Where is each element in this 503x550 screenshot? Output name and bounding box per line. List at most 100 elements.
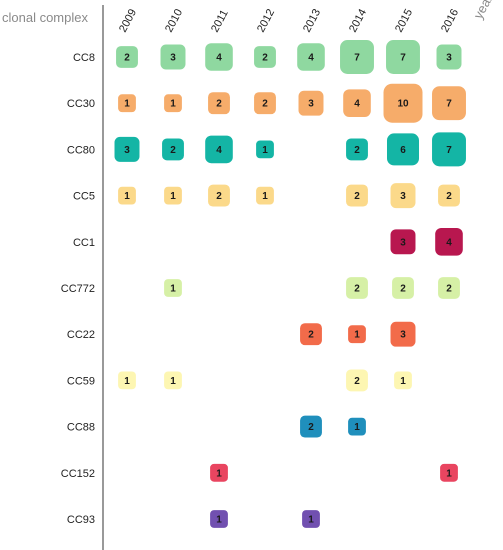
cell-value: 2: [354, 191, 360, 202]
cell-cc93-2013: 1: [302, 510, 320, 528]
cell-cc80-2009: 3: [114, 136, 140, 162]
cell-value: 2: [216, 191, 222, 202]
row-label-cc30: CC30: [67, 98, 95, 110]
cell-square: [348, 325, 366, 344]
cell-cc5-2016: 2: [438, 184, 460, 207]
cell-cc8-2014: 7: [340, 40, 374, 74]
cell-cc5-2012: 1: [256, 186, 274, 205]
cell-square: [162, 138, 184, 161]
column-label-2016: 2016: [439, 7, 461, 34]
row-label-cc1: CC1: [73, 237, 95, 249]
cell-value: 3: [400, 330, 406, 341]
cell-value: 7: [446, 145, 452, 156]
cell-square: [438, 184, 460, 207]
cell-cc5-2015: 3: [390, 183, 416, 209]
cell-square: [298, 90, 324, 116]
cell-square: [343, 89, 371, 117]
cell-square: [164, 279, 182, 297]
cell-square: [208, 92, 230, 115]
cell-value: 3: [400, 191, 406, 202]
cell-square: [346, 277, 368, 299]
cell-cc772-2015: 2: [392, 277, 414, 299]
cell-square: [297, 43, 325, 71]
column-label-2011: 2011: [209, 8, 231, 35]
column-label-2015: 2015: [393, 7, 415, 34]
cell-cc8-2013: 4: [297, 43, 325, 71]
cell-value: 2: [354, 145, 360, 156]
cell-square: [346, 184, 368, 207]
cell-value: 2: [354, 284, 360, 295]
cell-value: 4: [308, 53, 314, 64]
cell-square: [208, 184, 230, 207]
cell-cc80-2016: 7: [432, 132, 466, 167]
row-label-cc772: CC772: [61, 283, 95, 295]
cell-value: 2: [216, 99, 222, 110]
cell-value: 3: [124, 145, 130, 156]
cell-value: 1: [170, 99, 176, 110]
cell-value: 2: [308, 422, 314, 433]
cell-square: [116, 46, 138, 68]
row-label-cc8: CC8: [73, 52, 95, 64]
cell-value: 1: [216, 468, 222, 479]
row-label-cc59: CC59: [67, 375, 95, 387]
cell-cc59-2009: 1: [118, 371, 136, 390]
row-axis-title: clonal complex: [2, 10, 88, 25]
cell-value: 1: [354, 330, 360, 341]
cell-value: 7: [400, 53, 406, 64]
cell-value: 4: [446, 237, 452, 248]
cell-cc8-2012: 2: [254, 46, 276, 68]
cell-square: [386, 40, 420, 74]
cell-value: 1: [446, 468, 452, 479]
cell-value: 1: [170, 191, 176, 202]
cell-value: 1: [262, 145, 268, 156]
cell-cc80-2011: 4: [205, 135, 233, 164]
cell-cc152-2016: 1: [440, 463, 458, 482]
cell-cc772-2010: 1: [164, 279, 182, 297]
cell-square: [300, 323, 322, 346]
cell-cc8-2015: 7: [386, 40, 420, 74]
cell-value: 7: [446, 99, 452, 110]
cell-square: [164, 94, 182, 113]
cell-value: 1: [170, 284, 176, 295]
cell-value: 4: [216, 145, 222, 156]
cell-cc59-2014: 2: [346, 369, 368, 392]
cell-value: 2: [170, 145, 176, 156]
cell-square: [386, 133, 420, 166]
cell-value: 6: [400, 145, 406, 156]
cell-cc8-2011: 4: [205, 43, 233, 71]
cell-cc772-2014: 2: [346, 277, 368, 299]
cell-cc1-2016: 4: [435, 228, 463, 256]
cell-square: [383, 83, 423, 123]
cell-value: 1: [124, 376, 130, 387]
cell-cc22-2015: 3: [390, 321, 416, 347]
cell-value: 1: [124, 99, 130, 110]
cell-cc5-2014: 2: [346, 184, 368, 207]
cell-square: [300, 415, 322, 438]
cell-square: [205, 43, 233, 71]
cell-square: [254, 46, 276, 68]
cell-value: 2: [354, 376, 360, 387]
cell-value: 3: [308, 99, 314, 110]
cell-cc5-2011: 2: [208, 184, 230, 207]
cell-value: 10: [397, 99, 409, 110]
row-label-cc22: CC22: [67, 329, 95, 341]
cell-square: [164, 371, 182, 390]
cell-value: 3: [170, 53, 176, 64]
cell-square: [438, 277, 460, 299]
cell-square: [302, 510, 320, 528]
column-label-2010: 2010: [163, 7, 185, 34]
cell-value: 2: [124, 53, 130, 64]
cell-square: [348, 417, 366, 436]
cell-value: 2: [262, 53, 268, 64]
cells: 2 3 4 2 4 7 7 3 1 1 2 2 3 4 10 7 3 2 4 1 2 6 7 1 1 2 1 2 3 2 3 4 1 2 2 2 2 1 3…: [114, 40, 466, 528]
cell-square: [390, 229, 416, 255]
cell-cc30-2010: 1: [164, 94, 182, 113]
column-label-2014: 2014: [347, 7, 369, 34]
cell-square: [254, 92, 276, 115]
cell-value: 1: [216, 515, 222, 526]
cell-square: [118, 371, 136, 390]
cell-value: 1: [354, 422, 360, 433]
cell-cc5-2009: 1: [118, 186, 136, 205]
cell-cc30-2012: 2: [254, 92, 276, 115]
